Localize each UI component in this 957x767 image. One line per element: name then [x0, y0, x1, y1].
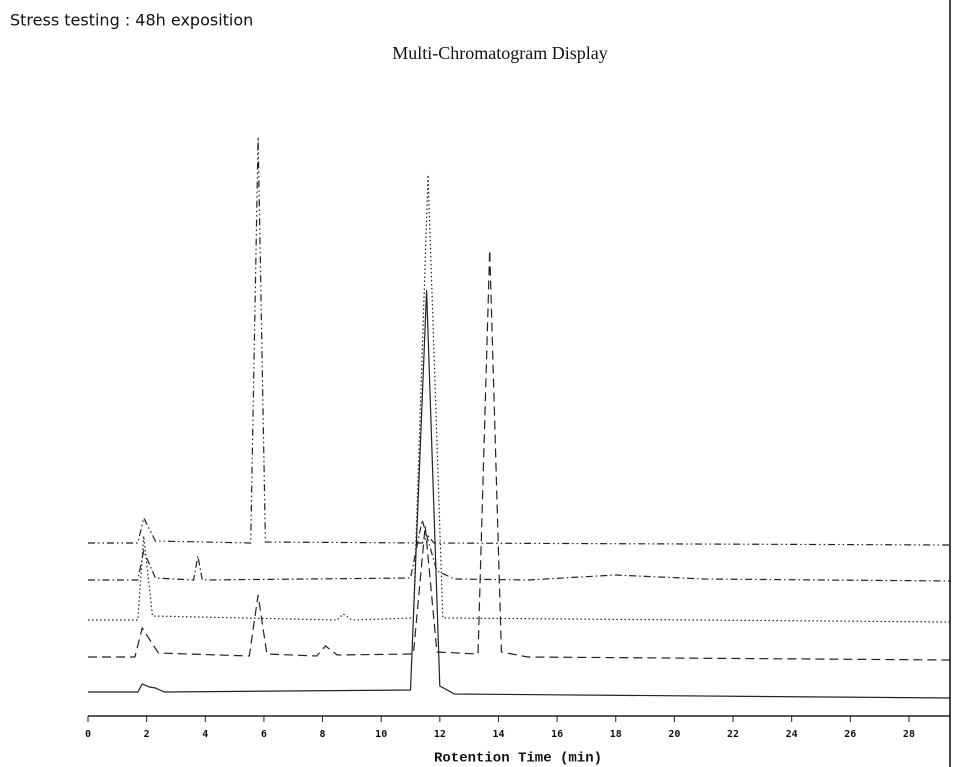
- trace: [88, 174, 951, 623]
- x-tick-label: 8: [320, 729, 326, 740]
- x-axis-label: Rotention Time (min): [434, 751, 602, 767]
- x-tick-label: 22: [727, 729, 739, 740]
- x-tick-label: 20: [668, 729, 680, 740]
- x-tick-label: 12: [434, 729, 446, 740]
- trace: [88, 136, 951, 546]
- trace: [88, 249, 951, 661]
- x-tick-label: 26: [844, 729, 856, 740]
- trace: [88, 519, 951, 582]
- x-tick-label: 18: [610, 729, 622, 740]
- page-header: Stress testing : 48h exposition: [10, 11, 253, 30]
- x-tick-label: 28: [903, 729, 915, 740]
- x-tick-label: 14: [492, 729, 504, 740]
- x-tick-label: 4: [202, 729, 208, 740]
- chart-title: Multi-Chromatogram Display: [392, 43, 607, 63]
- x-tick-label: 6: [261, 729, 267, 740]
- x-tick-label: 0: [85, 729, 91, 740]
- x-tick-label: 24: [786, 729, 798, 740]
- x-tick-label: 10: [375, 729, 387, 740]
- x-tick-label: 2: [144, 729, 150, 740]
- trace: [88, 289, 951, 699]
- x-tick-label: 16: [551, 729, 563, 740]
